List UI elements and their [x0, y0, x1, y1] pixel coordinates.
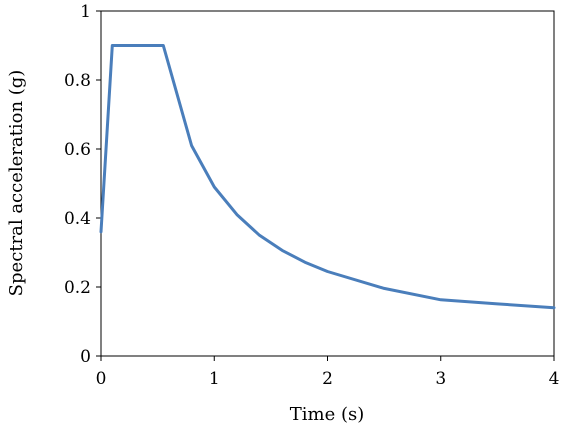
y-tick-label: 1 — [80, 2, 91, 22]
y-tick-label: 0.2 — [64, 278, 91, 298]
x-tick-label: 4 — [549, 369, 560, 389]
x-axis-title: Time (s) — [290, 404, 365, 425]
x-tick-label: 0 — [96, 369, 107, 389]
series-line — [99, 44, 556, 310]
x-tick-label: 2 — [322, 369, 333, 389]
y-tick-label: 0 — [80, 347, 91, 367]
x-axis-ticks: 0 1 2 3 4 — [96, 356, 560, 389]
x-tick-label: 3 — [435, 369, 446, 389]
y-axis-ticks: 0 0.2 0.4 0.6 0.8 1 — [64, 2, 101, 367]
y-tick-label: 0.8 — [64, 71, 91, 91]
series-layer — [99, 44, 556, 310]
y-tick-label: 0.4 — [64, 209, 91, 229]
x-tick-label: 1 — [209, 369, 220, 389]
y-tick-label: 0.6 — [64, 140, 91, 160]
y-axis-title: Spectral acceleration (g) — [6, 70, 27, 297]
